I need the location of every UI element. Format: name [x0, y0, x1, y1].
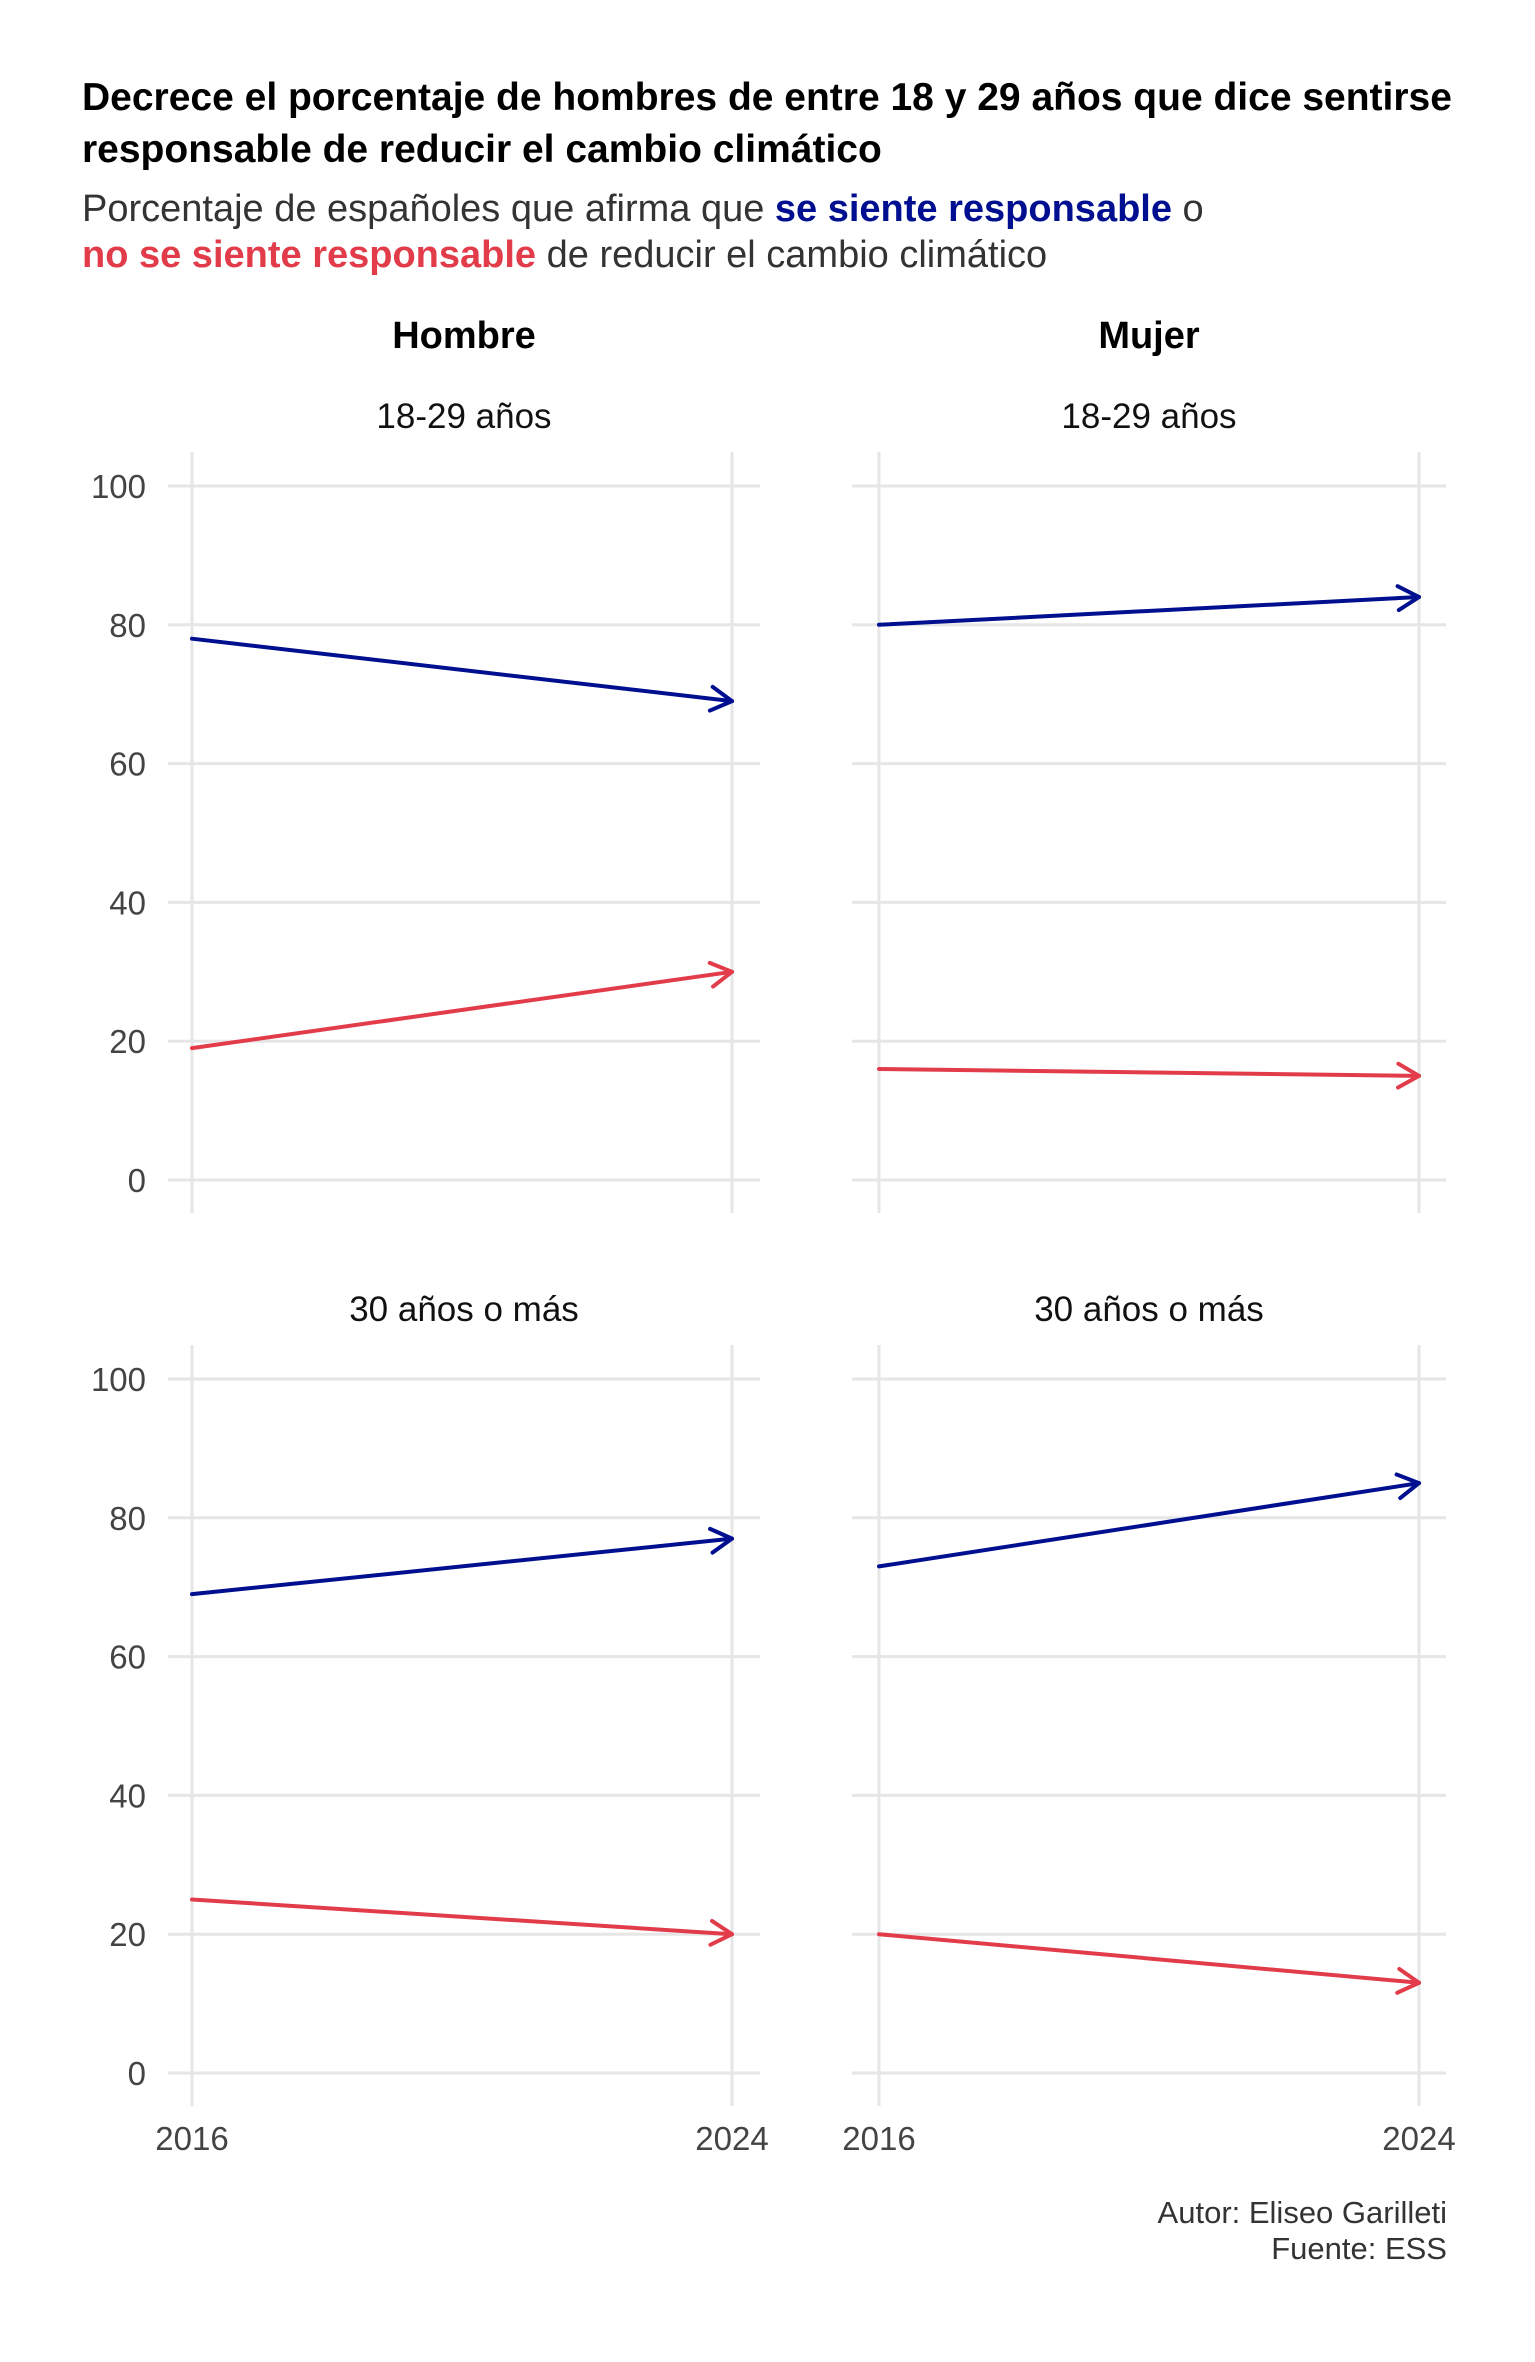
arrow-head-no_responsable-r0c0: [707, 960, 734, 989]
subtitle-no-responsable-term: no se siente responsable: [82, 234, 537, 276]
arrow-head-no_responsable-r1c0: [708, 1918, 734, 1947]
chart-subtitle: Porcentaje de españoles que afirma que s…: [82, 186, 1482, 278]
x-tick-label-c1-1: 2024: [1382, 2120, 1455, 2157]
y-tick-label-r1-3: 60: [109, 1639, 146, 1676]
caption-author: Autor: Eliseo Garilleti: [1157, 2195, 1447, 2230]
y-tick-label-r1-1: 20: [109, 1916, 146, 1953]
arrow-head-responsable-r1c1: [1394, 1472, 1421, 1501]
y-tick-label-r1-5: 100: [91, 1361, 146, 1398]
chart-caption: Autor: Eliseo Garilleti Fuente: ESS: [1158, 2195, 1447, 2267]
series-line-responsable-r0c0: [190, 636, 734, 704]
y-tick-label-r1-2: 40: [109, 1777, 146, 1814]
series-line-no_responsable-r0c0: [190, 969, 734, 1051]
arrow-head-no_responsable-r0c1: [1396, 1061, 1421, 1090]
y-tick-label-r1-0: 0: [128, 2055, 146, 2092]
y-tick-label-r0-2: 40: [109, 884, 146, 921]
subtitle-prefix: Porcentaje de españoles que afirma que: [82, 188, 775, 230]
caption-source: Fuente: ESS: [1271, 2231, 1447, 2266]
y-tick-label-r0-4: 80: [109, 607, 146, 644]
series-line-no_responsable-r0c1: [877, 1066, 1421, 1078]
arrow-head-responsable-r0c0: [707, 684, 734, 713]
subtitle-middle: o: [1171, 188, 1204, 230]
y-tick-label-r0-3: 60: [109, 746, 146, 783]
series-line-no_responsable-r1c1: [877, 1932, 1421, 1985]
y-tick-label-r0-5: 100: [91, 468, 146, 505]
y-tick-label-r1-4: 80: [109, 1500, 146, 1537]
series-line-responsable-r1c0: [190, 1536, 734, 1597]
column-title-1: Mujer: [1098, 315, 1200, 357]
y-tick-label-r0-1: 20: [109, 1023, 146, 1060]
panel-title-r0c1: 18-29 años: [1061, 397, 1236, 436]
series-line-no_responsable-r1c0: [190, 1897, 734, 1937]
panel-title-r1c1: 30 años o más: [1034, 1290, 1264, 1329]
subtitle-responsable-term: se siente responsable: [774, 188, 1172, 230]
series-line-responsable-r0c1: [877, 595, 1421, 627]
panel-title-r0c0: 18-29 años: [376, 397, 551, 436]
x-tick-label-c0-0: 2016: [155, 2120, 228, 2157]
arrow-head-responsable-r1c0: [708, 1526, 734, 1555]
column-title-0: Hombre: [392, 315, 536, 357]
y-tick-label-r0-0: 0: [128, 1162, 146, 1199]
arrow-head-responsable-r0c1: [1395, 584, 1421, 613]
x-tick-label-c0-1: 2024: [695, 2120, 768, 2157]
series-line-responsable-r1c1: [877, 1481, 1421, 1569]
subtitle-suffix: de reducir el cambio climático: [536, 234, 1048, 276]
chart-title: Decrece el porcentaje de hombres de entr…: [82, 76, 1452, 171]
arrow-head-no_responsable-r1c1: [1395, 1967, 1421, 1995]
panel-title-r1c0: 30 años o más: [349, 1290, 579, 1329]
x-tick-label-c1-0: 2016: [842, 2120, 915, 2157]
